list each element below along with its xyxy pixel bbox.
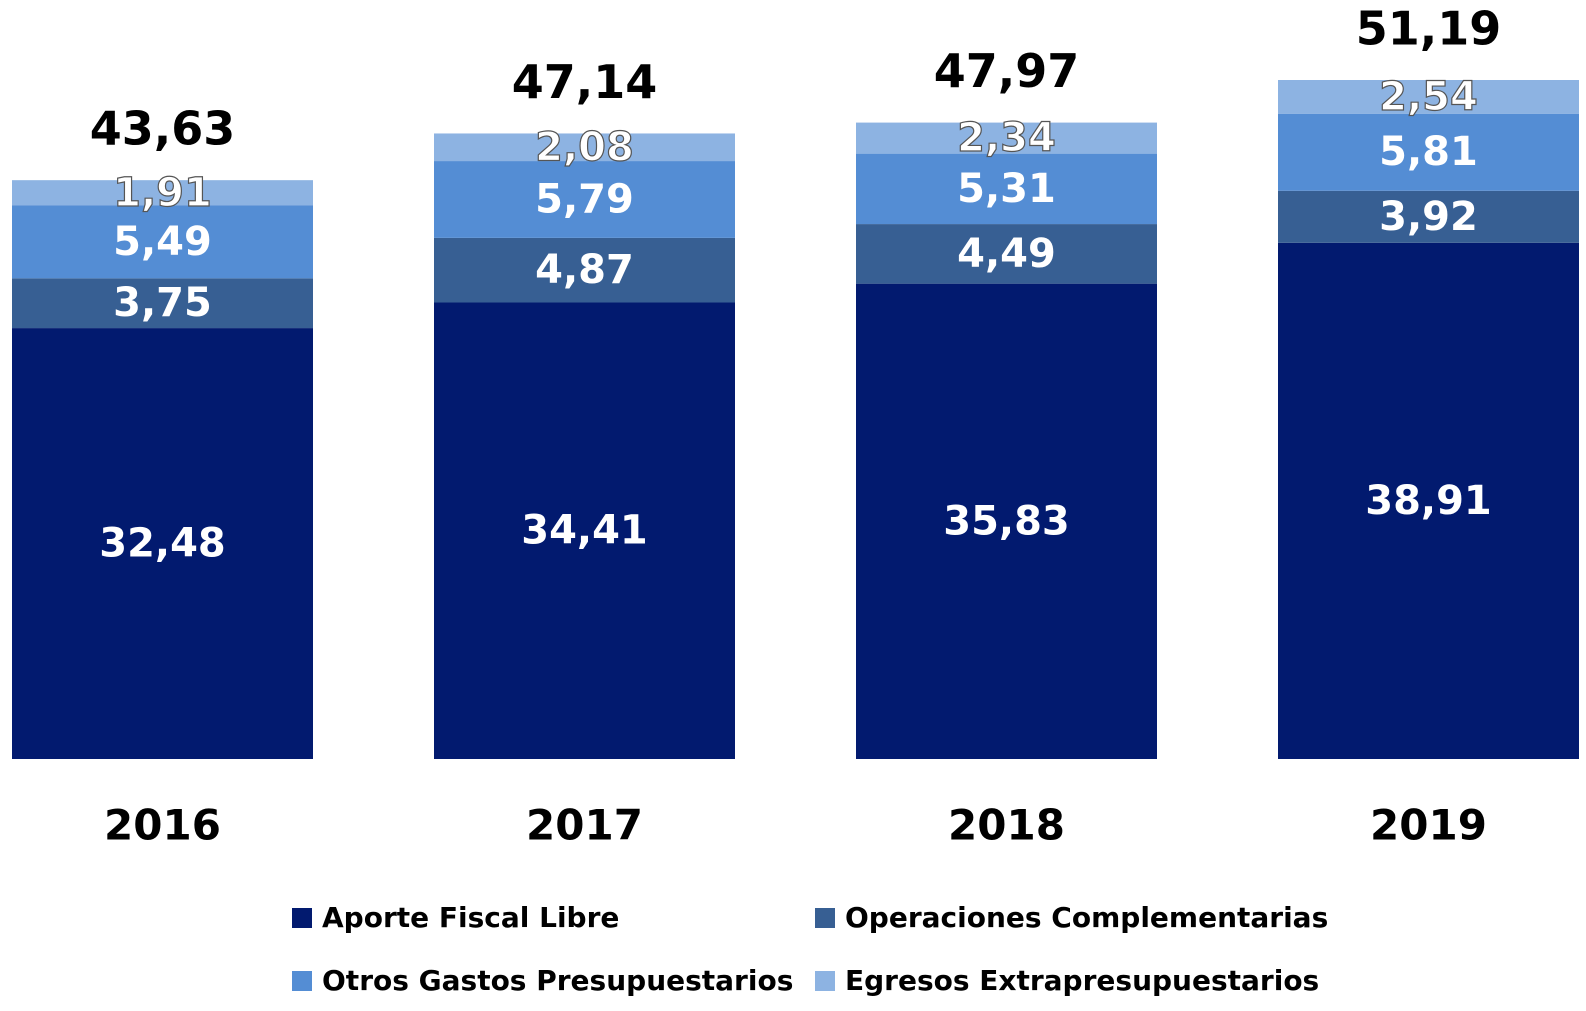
data-label: 3,92 xyxy=(1379,194,1478,240)
data-label: 2,08 xyxy=(535,124,634,170)
data-label: 4,87 xyxy=(535,247,634,293)
data-label: 1,91 xyxy=(113,170,212,216)
data-label: 2,54 xyxy=(1379,74,1478,120)
bar-segment xyxy=(12,328,313,759)
bar-segment xyxy=(1278,190,1579,243)
data-label: 5,81 xyxy=(1379,129,1478,175)
bar-segment xyxy=(856,153,1157,225)
legend-swatch xyxy=(292,971,312,991)
data-label: 2,34 xyxy=(957,115,1056,161)
bar-segment xyxy=(12,205,313,279)
data-label: 34,41 xyxy=(521,508,648,554)
total-label: 47,14 xyxy=(512,55,658,109)
legend-swatch xyxy=(815,971,835,991)
legend-label: Aporte Fiscal Libre xyxy=(322,901,619,934)
bar-segment xyxy=(1278,80,1579,114)
bar-segment xyxy=(434,161,735,238)
data-label: 35,83 xyxy=(943,498,1070,544)
bar-segment xyxy=(12,278,313,329)
legend-swatch xyxy=(815,908,835,928)
legend-label: Operaciones Complementarias xyxy=(845,901,1328,934)
bar-segment xyxy=(1278,113,1579,191)
bar-segment xyxy=(434,302,735,759)
total-label: 47,97 xyxy=(934,44,1080,98)
legend-label: Otros Gastos Presupuestarios xyxy=(322,964,793,997)
x-tick-label: 2019 xyxy=(1370,801,1487,850)
bar-segment xyxy=(434,133,735,162)
total-label: 43,63 xyxy=(90,102,236,156)
x-tick-label: 2017 xyxy=(526,801,643,850)
data-label: 5,31 xyxy=(957,166,1056,212)
data-label: 5,49 xyxy=(113,219,212,265)
bar-segment xyxy=(856,283,1157,759)
data-label: 38,91 xyxy=(1365,478,1492,524)
x-tick-label: 2016 xyxy=(104,801,221,850)
total-label: 51,19 xyxy=(1356,2,1502,56)
bar-segment xyxy=(434,237,735,303)
data-label: 4,49 xyxy=(957,231,1056,277)
bar-segment xyxy=(12,180,313,206)
data-label: 3,75 xyxy=(113,280,212,326)
legend-swatch xyxy=(292,908,312,928)
bar-segment xyxy=(1278,242,1579,759)
data-label: 32,48 xyxy=(99,521,226,567)
bar-segment xyxy=(856,224,1157,284)
x-tick-label: 2018 xyxy=(948,801,1065,850)
data-label: 5,79 xyxy=(535,176,634,222)
legend-label: Egresos Extrapresupuestarios xyxy=(845,964,1319,997)
bar-segment xyxy=(856,122,1157,154)
